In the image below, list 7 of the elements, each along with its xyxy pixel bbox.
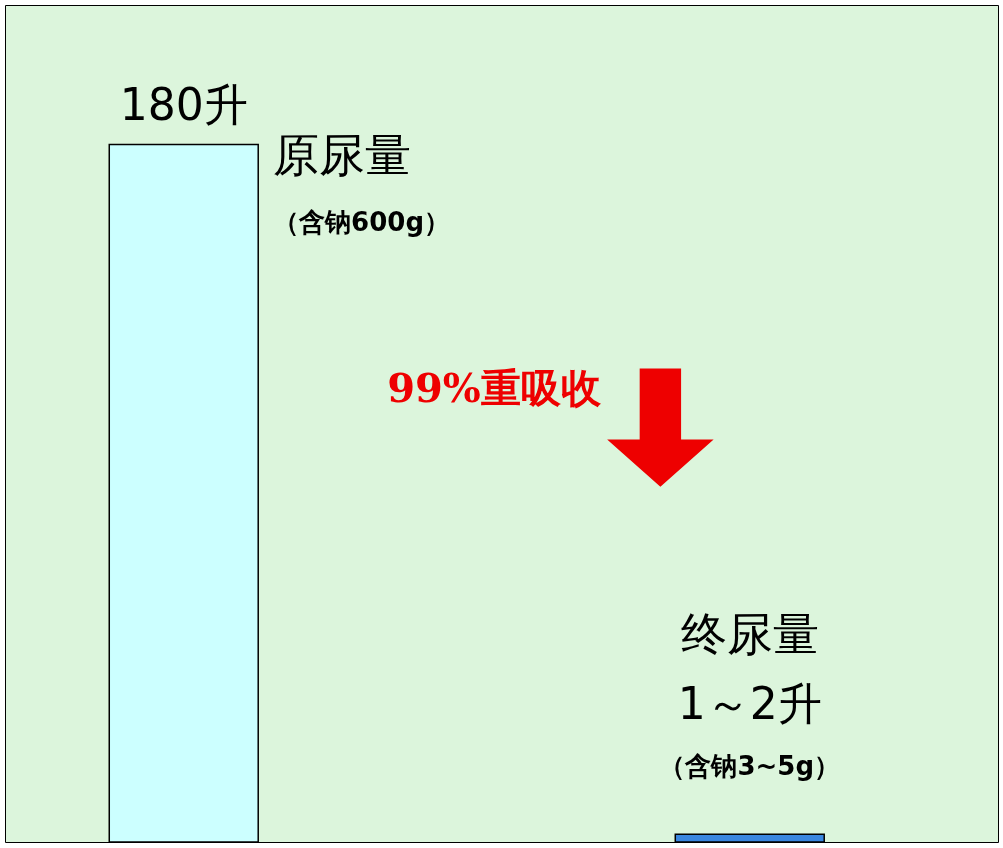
annotation: 99%重吸收 [387, 364, 602, 412]
annotation: （含钠3~5g） [659, 751, 841, 782]
annotation: （含钠600g） [273, 206, 450, 237]
data-label: 180升 [119, 78, 248, 130]
x-tick-label: 原尿量 [273, 127, 412, 182]
x-tick-label: 终尿量 [680, 607, 819, 662]
data-label: 1～2升 [677, 678, 822, 730]
